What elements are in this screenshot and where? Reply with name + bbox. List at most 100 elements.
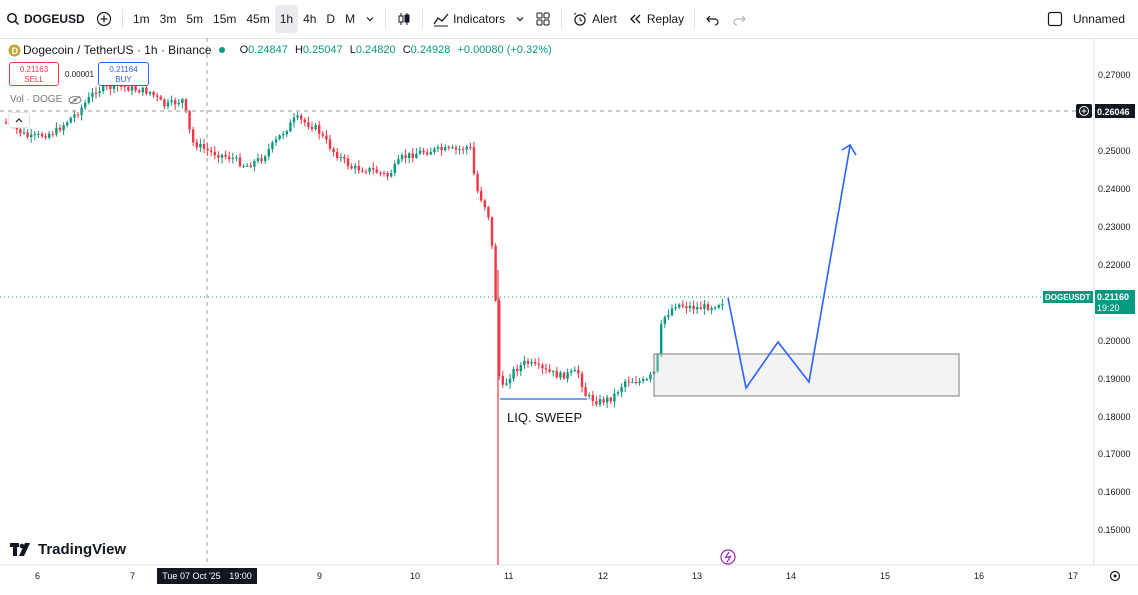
candle-body [228, 156, 231, 159]
time-tick: 10 [410, 571, 420, 581]
candle-body [51, 133, 54, 135]
ohlc-values: O0.24847 H0.25047 L0.24820 C0.24928 +0.0… [240, 44, 552, 56]
replay-label: Replay [646, 12, 685, 26]
symbol-search[interactable]: DOGEUSD [0, 5, 91, 33]
candle-body [397, 159, 400, 164]
candle-body [292, 117, 296, 123]
candle-body [588, 395, 591, 397]
chart-title[interactable]: Dogecoin / TetherUS · 1h · Binance [23, 43, 212, 57]
candle-body [418, 150, 422, 154]
market-status-dot-icon [218, 46, 226, 54]
candle-body [246, 165, 249, 167]
replay-button[interactable]: Replay [622, 5, 689, 33]
undo-button[interactable] [700, 5, 726, 33]
candle-body [681, 304, 684, 307]
interval-3m[interactable]: 3m [159, 12, 177, 26]
sell-label: SELL [24, 75, 44, 84]
event-lightning-icon[interactable] [720, 549, 736, 565]
candle-body [58, 127, 62, 131]
last-price-label: 0.21160 [1097, 292, 1129, 302]
candle-body [624, 381, 627, 388]
candle-body [242, 165, 245, 167]
price-tick: 0.22000 [1098, 260, 1131, 270]
interval-45m[interactable]: 45m [246, 12, 270, 26]
redo-button[interactable] [726, 5, 752, 33]
candle-body [354, 165, 357, 169]
interval-m[interactable]: M [345, 12, 356, 26]
last-price-label-bg [1095, 290, 1135, 314]
candle-body [73, 114, 76, 118]
candle-body [717, 305, 720, 308]
chart-canvas[interactable]: LIQ. SWEEP 0.27000 0.25000 0.24000 0.230… [0, 38, 1138, 595]
candle-body [224, 154, 227, 157]
candle-body [663, 316, 666, 324]
interval-1h[interactable]: 1h [274, 5, 299, 33]
grid-icon [535, 11, 551, 27]
candle-body [602, 399, 605, 403]
candle-body [98, 91, 101, 94]
layout-name: Unnamed [1072, 12, 1125, 26]
candle-body [267, 149, 270, 157]
candle-body [573, 369, 576, 371]
candle-body [714, 307, 717, 309]
candle-body [37, 133, 40, 135]
chart-legend: D Dogecoin / TetherUS · 1h · Binance O0.… [8, 43, 552, 57]
candle-body [372, 167, 375, 170]
candle-body [26, 132, 29, 137]
tradingview-logo-icon [10, 543, 34, 556]
redo-icon [731, 11, 747, 27]
candle-body [76, 114, 80, 116]
add-alert-plus-icon[interactable] [1076, 104, 1092, 118]
candle-body [555, 371, 558, 378]
candle-body [375, 169, 378, 173]
interval-1m[interactable]: 1m [133, 12, 150, 26]
candle-body [469, 146, 472, 148]
templates-button[interactable] [530, 5, 556, 33]
candle-body [55, 127, 58, 135]
divider [694, 9, 696, 29]
time-tick: 13 [692, 571, 702, 581]
interval-5m[interactable]: 5m [186, 12, 204, 26]
high-key: H [294, 44, 303, 56]
candle-body [206, 148, 209, 151]
axis-settings-gear-icon[interactable] [1109, 570, 1121, 582]
candle-body [620, 387, 623, 393]
price-tick: 0.19000 [1098, 374, 1131, 384]
candle-body [674, 307, 677, 309]
candle-body [634, 381, 638, 384]
eye-hidden-icon[interactable] [68, 95, 82, 105]
layout-button[interactable]: Unnamed [1042, 5, 1130, 33]
candle-body [598, 399, 602, 405]
projection-path[interactable] [727, 145, 851, 390]
crosshair-price-label-bg [1095, 104, 1135, 118]
demand-zone-rectangle[interactable] [653, 353, 960, 397]
compare-button[interactable] [91, 5, 117, 33]
interval-4h[interactable]: 4h [303, 12, 317, 26]
chart-pane[interactable]: LIQ. SWEEP 0.27000 0.25000 0.24000 0.230… [0, 38, 1138, 595]
sell-button[interactable]: 0.21163 SELL [9, 62, 59, 86]
buy-button[interactable]: 0.21164 BUY [98, 62, 149, 86]
candle-body [328, 139, 332, 149]
candle-body [130, 86, 134, 91]
legend-collapse-button[interactable] [8, 112, 30, 128]
interval-dropdown[interactable] [360, 5, 380, 33]
candle-body [580, 373, 584, 388]
time-tick: 17 [1068, 571, 1078, 581]
indicators-dropdown[interactable] [510, 5, 530, 33]
interval-15m[interactable]: 15m [213, 12, 237, 26]
interval-d[interactable]: D [326, 12, 336, 26]
chart-type-button[interactable] [391, 5, 417, 33]
candle-body [253, 161, 256, 167]
svg-text:D: D [12, 45, 19, 55]
candle-body [667, 315, 670, 317]
candle-body [440, 146, 443, 151]
candle-body [282, 134, 285, 136]
alert-button[interactable]: Alert [567, 5, 622, 33]
candle-body [321, 133, 324, 136]
candle-body [508, 378, 512, 384]
open-key: O [239, 44, 249, 56]
candle-body [141, 87, 144, 93]
candle-body [202, 144, 206, 149]
volume-legend[interactable]: Vol · DOGE [10, 94, 82, 105]
indicators-button[interactable]: Indicators [428, 5, 510, 33]
